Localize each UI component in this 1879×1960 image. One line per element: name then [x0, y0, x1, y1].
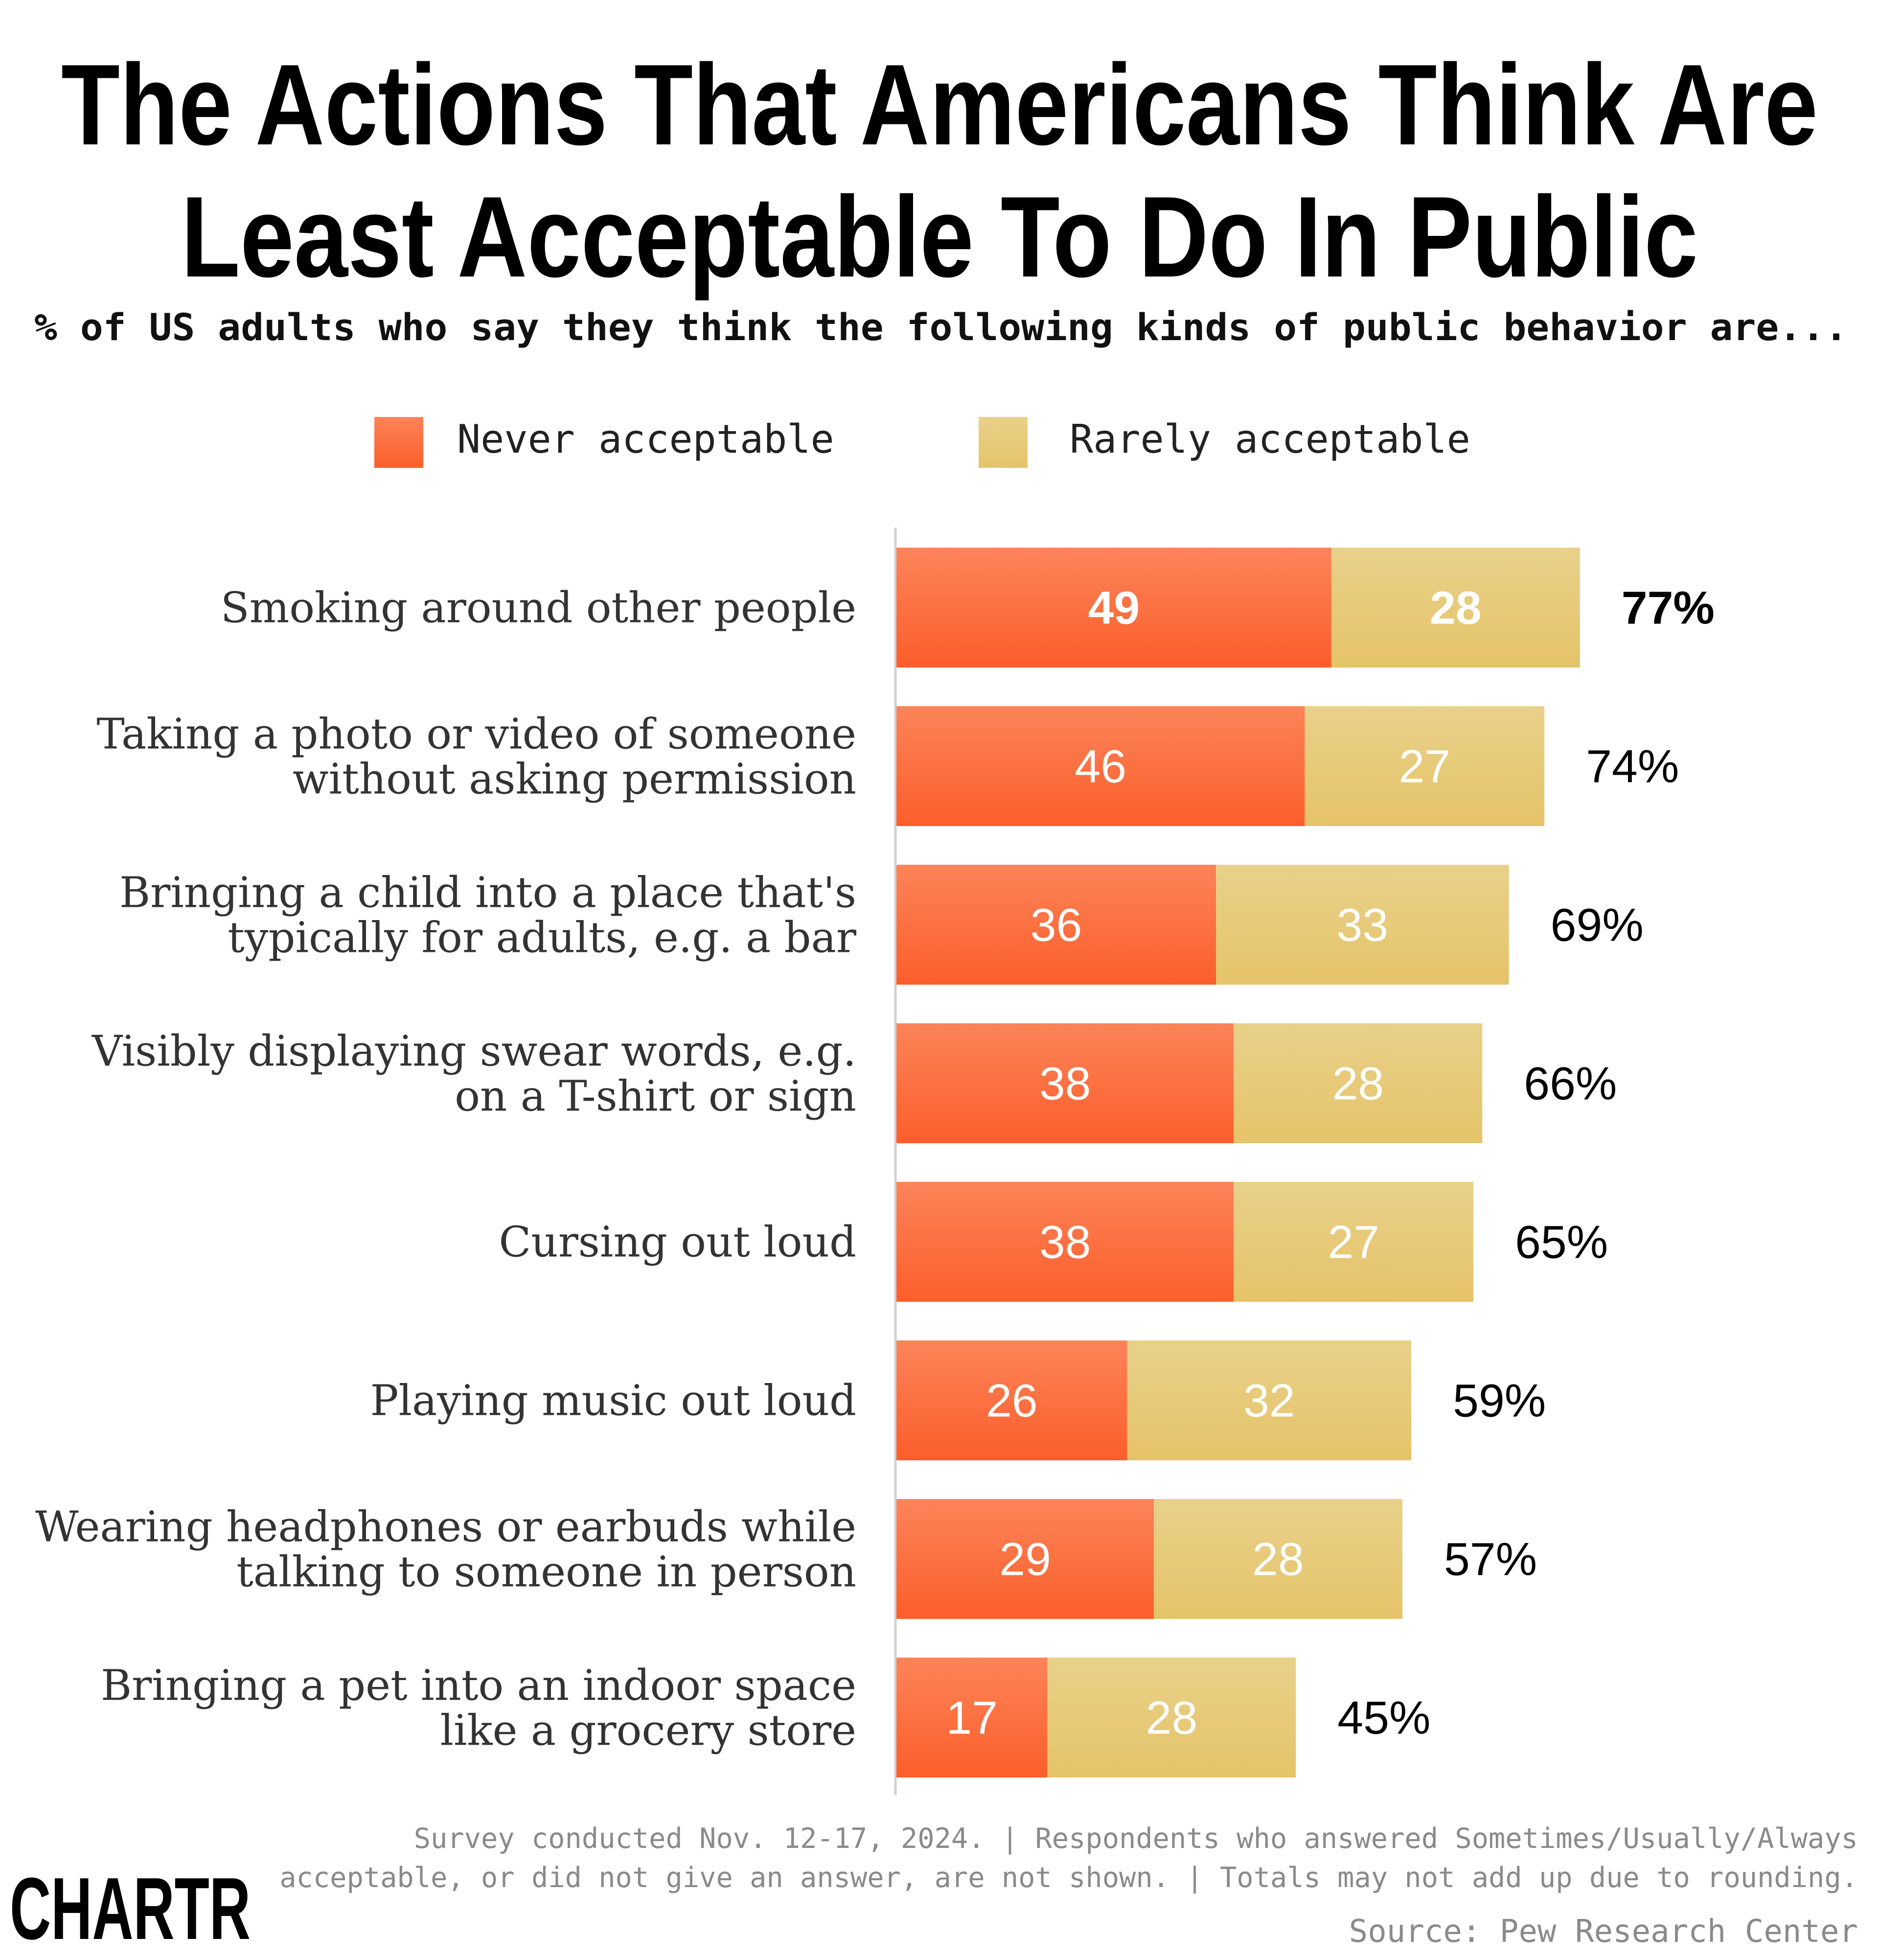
category-label: like a grocery store: [440, 1706, 856, 1755]
category-label: Bringing a child into a place that's: [119, 869, 856, 918]
data-label: 38: [1039, 1058, 1091, 1110]
category-label: Cursing out loud: [499, 1218, 857, 1267]
footer-source: Source: Pew Research Center: [1349, 1914, 1858, 1950]
total-label: 57%: [1444, 1534, 1537, 1586]
bar-rarely: [1127, 1340, 1412, 1460]
total-label: 65%: [1515, 1217, 1608, 1268]
bar-never: [896, 1182, 1234, 1302]
bars-group: 49 28 77% Smoking around other people 46 27 74…: [35, 548, 1715, 1777]
bar-never: [896, 1340, 1127, 1460]
bar-rarely: [1216, 865, 1509, 985]
total-label: 66%: [1524, 1058, 1617, 1110]
bar-rarely: [1154, 1499, 1402, 1619]
data-label: 38: [1039, 1217, 1091, 1268]
chartr-logo: CHARTR: [10, 1860, 251, 1958]
data-label: 36: [1031, 899, 1082, 951]
bar-never: [896, 1658, 1048, 1777]
category-label: Bringing a pet into an indoor space: [101, 1661, 856, 1710]
data-label: 28: [1430, 582, 1482, 634]
category-label: Visibly displaying swear words, e.g.: [92, 1027, 856, 1076]
data-label: 49: [1088, 582, 1140, 634]
bar-rarely: [1234, 1182, 1474, 1302]
category-label: typically for adults, e.g. a bar: [228, 914, 857, 963]
bar-never: [896, 1499, 1154, 1619]
bar-never: [896, 548, 1331, 668]
bar-never: [896, 865, 1216, 985]
category-label: talking to someone in person: [236, 1548, 856, 1597]
legend-label-never: Never acceptable: [457, 416, 834, 462]
chart-subtitle: % of US adults who say they think the fo…: [34, 305, 1848, 349]
chart-title-line-1: The Actions That Americans Think Are: [61, 40, 1818, 169]
category-label: without asking permission: [293, 755, 856, 804]
bar-never: [896, 1023, 1234, 1143]
bar-rarely: [1047, 1658, 1296, 1777]
data-label: 29: [999, 1534, 1051, 1586]
category-label: Wearing headphones or earbuds while: [35, 1503, 856, 1552]
data-label: 27: [1328, 1217, 1379, 1268]
bar-rarely: [1305, 706, 1545, 826]
data-label: 27: [1398, 741, 1450, 793]
legend-label-rarely: Rarely acceptable: [1070, 416, 1470, 462]
chart-title-line-2: Least Acceptable To Do In Public: [181, 172, 1698, 301]
data-label: 17: [946, 1692, 998, 1744]
data-label: 28: [1146, 1692, 1198, 1744]
data-label: 46: [1075, 741, 1126, 793]
data-label: 32: [1243, 1375, 1295, 1427]
legend-swatch-rarely: [979, 417, 1028, 468]
bar-never: [896, 706, 1305, 826]
category-label: Smoking around other people: [221, 584, 856, 633]
category-label: Playing music out loud: [370, 1377, 856, 1426]
total-label: 74%: [1586, 741, 1679, 793]
footer-note-line-2: acceptable, or did not give an answer, a…: [279, 1862, 1858, 1894]
total-label: 77%: [1622, 582, 1715, 634]
total-label: 59%: [1453, 1375, 1546, 1427]
legend-swatch-never: [374, 417, 423, 468]
total-label: 45%: [1337, 1692, 1430, 1744]
data-label: 26: [986, 1375, 1038, 1427]
data-label: 28: [1252, 1534, 1304, 1586]
category-label: on a T-shirt or sign: [455, 1072, 856, 1121]
bar-rarely: [1331, 548, 1580, 668]
bar-rarely: [1234, 1023, 1483, 1143]
data-label: 28: [1332, 1058, 1384, 1110]
data-label: 33: [1337, 899, 1389, 951]
category-label: Taking a photo or video of someone: [96, 710, 856, 759]
total-label: 69%: [1551, 899, 1644, 951]
footer-note-line-1: Survey conducted Nov. 12-17, 2024. | Res…: [414, 1822, 1858, 1855]
